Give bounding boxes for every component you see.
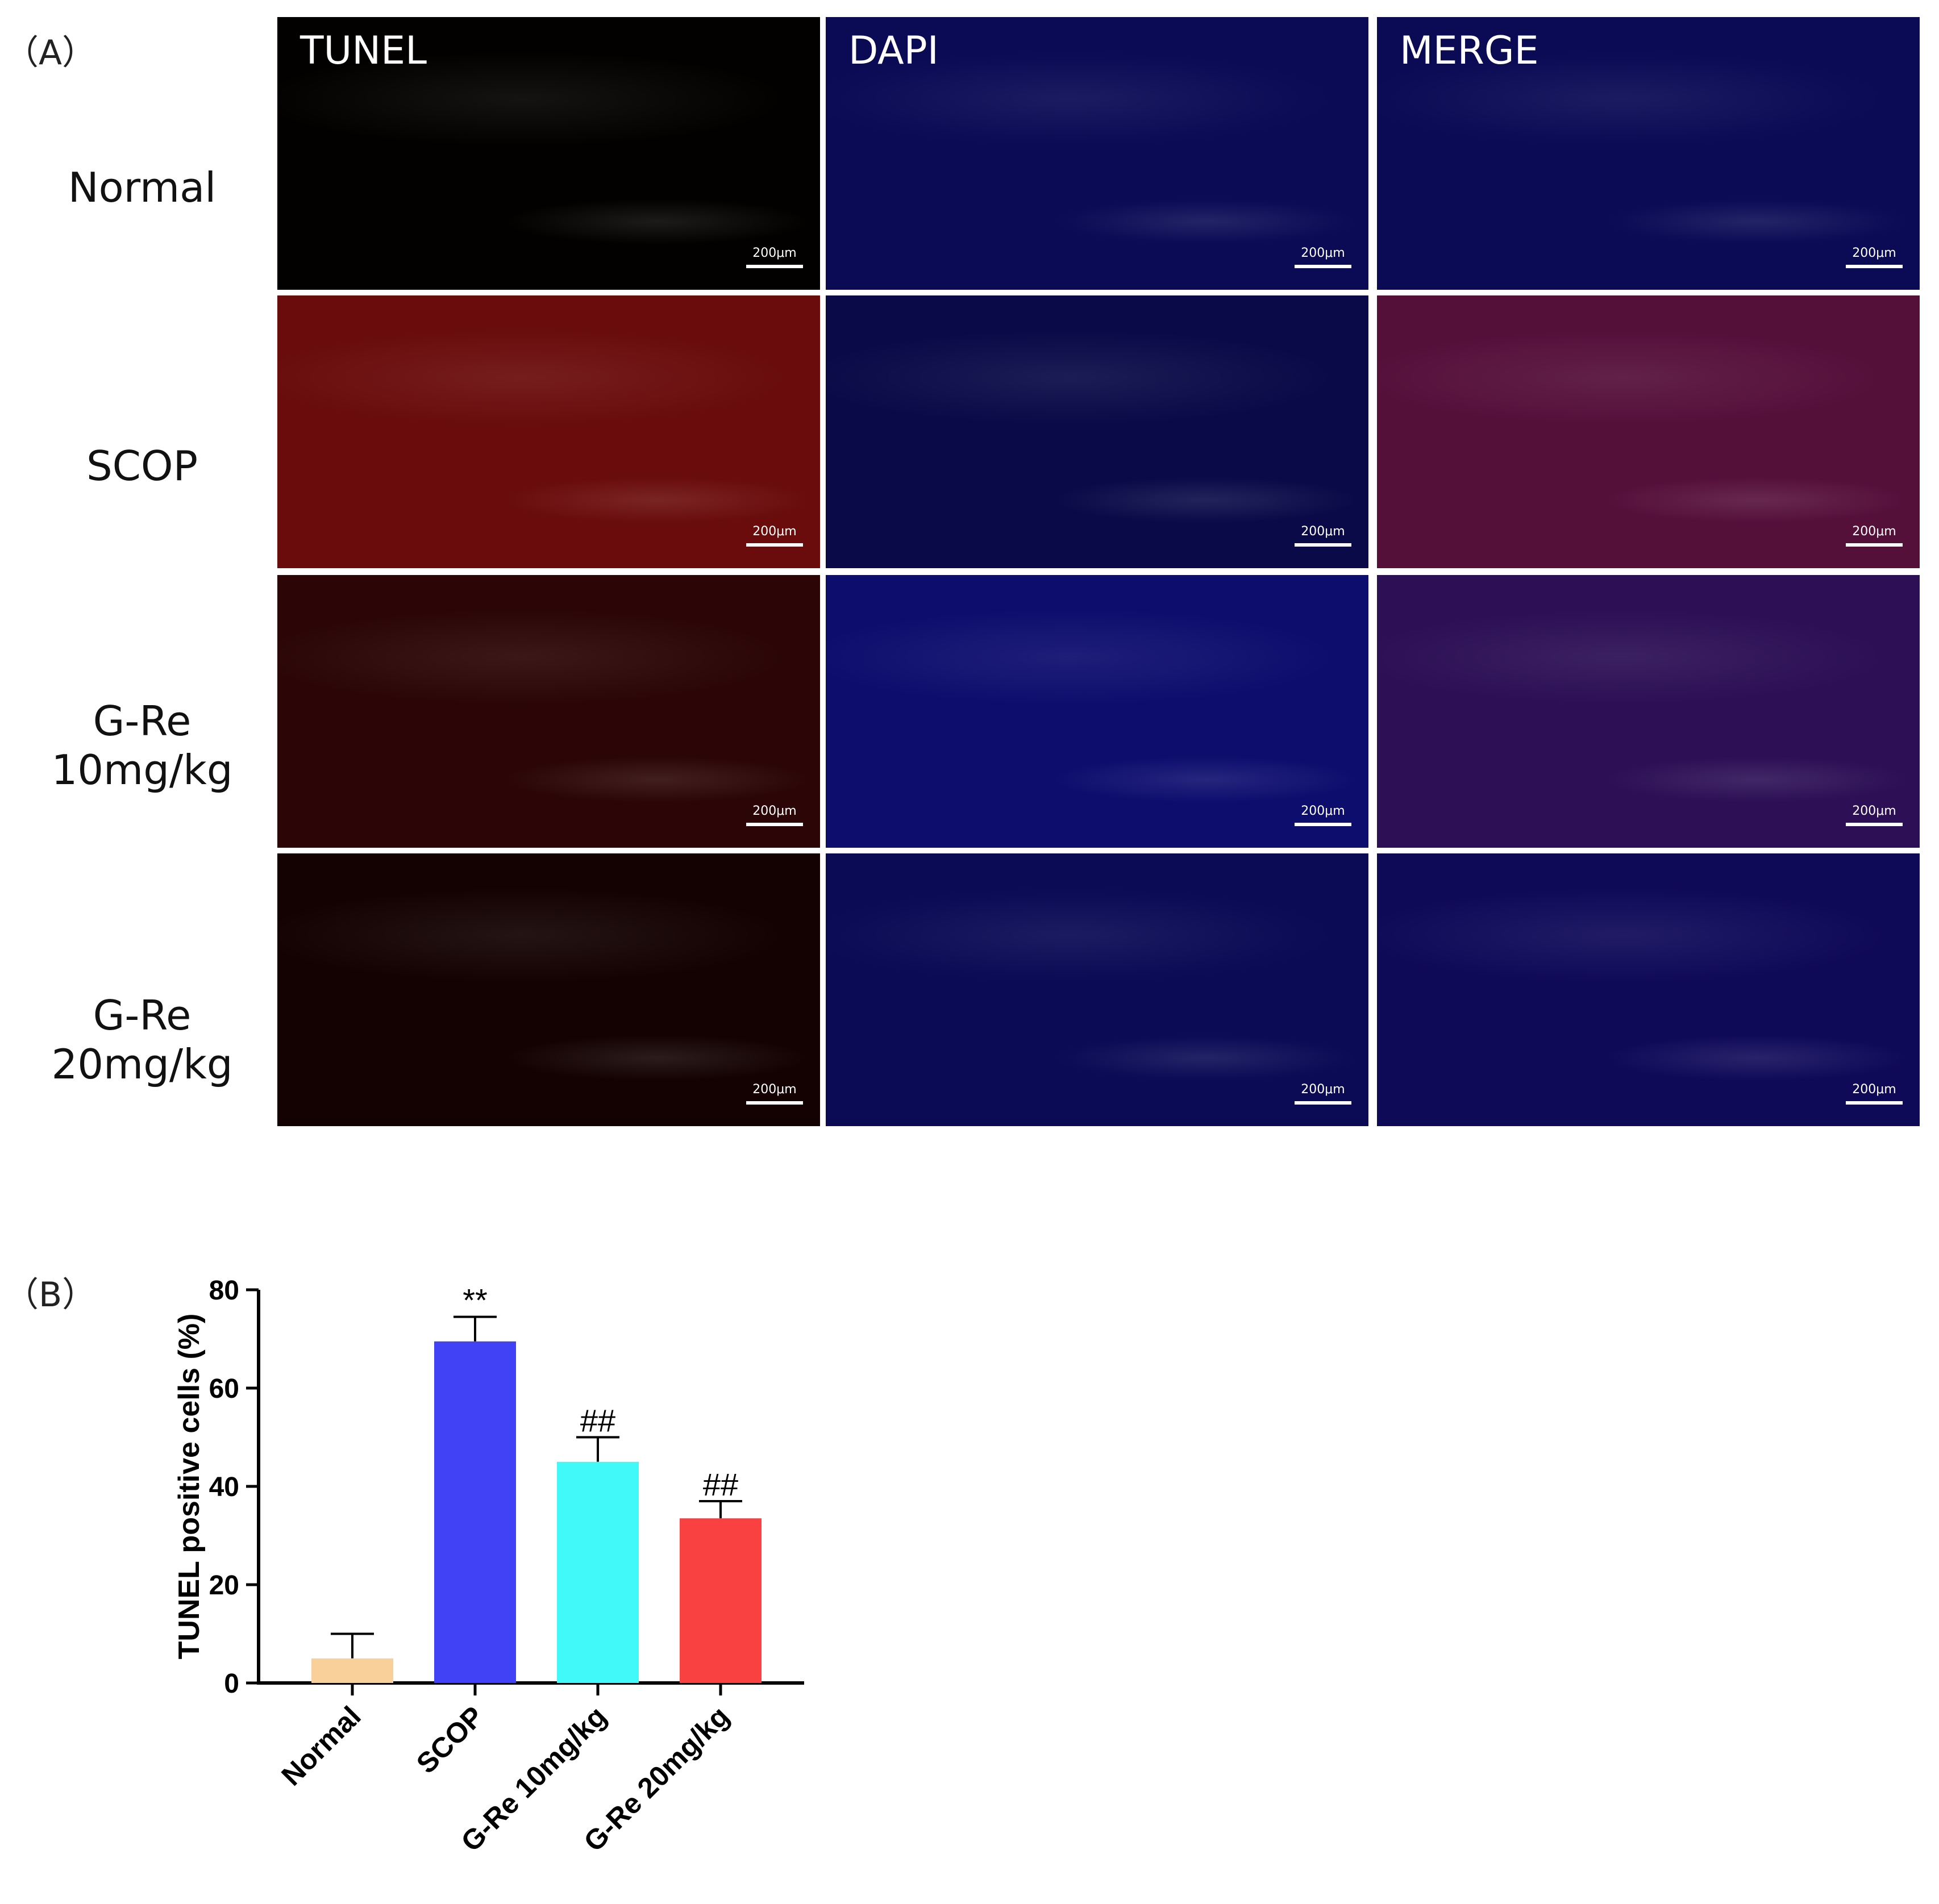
scale-bar-label: 200μm [752,524,797,539]
scale-bar-label: 200μm [1852,1082,1896,1097]
scale-bar [746,823,803,826]
y-tick-label: 0 [224,1669,239,1699]
micrograph-dapi-row-1: 200μm [826,295,1368,568]
bar-0 [311,1658,393,1683]
column-title-merge: MERGE [1400,28,1539,73]
scale-bar-label: 200μm [1301,524,1345,539]
micrograph-tunel-row-2: 200μm [277,575,820,848]
scale-bar [746,265,803,268]
micrograph-tunel-row-1: 200μm [277,295,820,568]
significance-mark: ** [463,1282,488,1318]
x-tick-label: Normal [275,1700,367,1791]
micrograph-tunel-row-0: TUNEL 200μm [277,17,820,290]
scale-bar-label: 200μm [1852,524,1896,539]
micrograph-merge-row-3: 200μm [1377,853,1920,1126]
y-tick-label: 40 [209,1472,239,1502]
scale-bar-label: 200μm [1301,246,1345,260]
scale-bar [1846,543,1903,547]
row-label-1: SCOP [86,442,198,490]
panel-b-letter: （B） [5,1275,97,1315]
scale-bar [1846,823,1903,826]
scale-bar [1295,543,1351,547]
y-tick-label: 80 [209,1276,239,1306]
y-axis-label: TUNEL positive cells (%) [173,1314,206,1660]
y-tick-label: 60 [209,1374,239,1404]
scale-bar [1295,823,1351,826]
bar-2 [557,1461,639,1683]
row-label-0: Normal [68,164,217,211]
micrograph-merge-row-2: 200μm [1377,575,1920,848]
y-tick-label: 20 [209,1570,239,1601]
scale-bar [746,1101,803,1105]
significance-mark: ## [580,1403,615,1439]
micrograph-dapi-row-3: 200μm [826,853,1368,1126]
micrograph-dapi-row-2: 200μm [826,575,1368,848]
row-label-2: G-Re 10mg/kg [51,697,233,794]
scale-bar [746,543,803,547]
micrograph-merge-row-1: 200μm [1377,295,1920,568]
bar-3 [680,1518,762,1683]
scale-bar-label: 200μm [1301,1082,1345,1097]
micrograph-dapi-row-0: DAPI 200μm [826,17,1368,290]
scale-bar-label: 200μm [752,246,797,260]
significance-mark: ## [703,1466,738,1502]
scale-bar-label: 200μm [1852,804,1896,818]
micrograph-tunel-row-3: 200μm [277,853,820,1126]
scale-bar-label: 200μm [752,1082,797,1097]
micrograph-merge-row-0: MERGE 200μm [1377,17,1920,290]
scale-bar [1846,1101,1903,1105]
panel-a-letter: （A） [5,33,97,73]
x-tick-label: SCOP [410,1700,490,1780]
bar-1 [434,1341,516,1683]
scale-bar [1295,1101,1351,1105]
scale-bar [1846,265,1903,268]
scale-bar [1295,265,1351,268]
row-label-3: G-Re 20mg/kg [51,991,233,1089]
column-title-dapi: DAPI [848,28,939,73]
scale-bar-label: 200μm [1852,246,1896,260]
column-title-tunel: TUNEL [300,28,427,73]
scale-bar-label: 200μm [752,804,797,818]
scale-bar-label: 200μm [1301,804,1345,818]
